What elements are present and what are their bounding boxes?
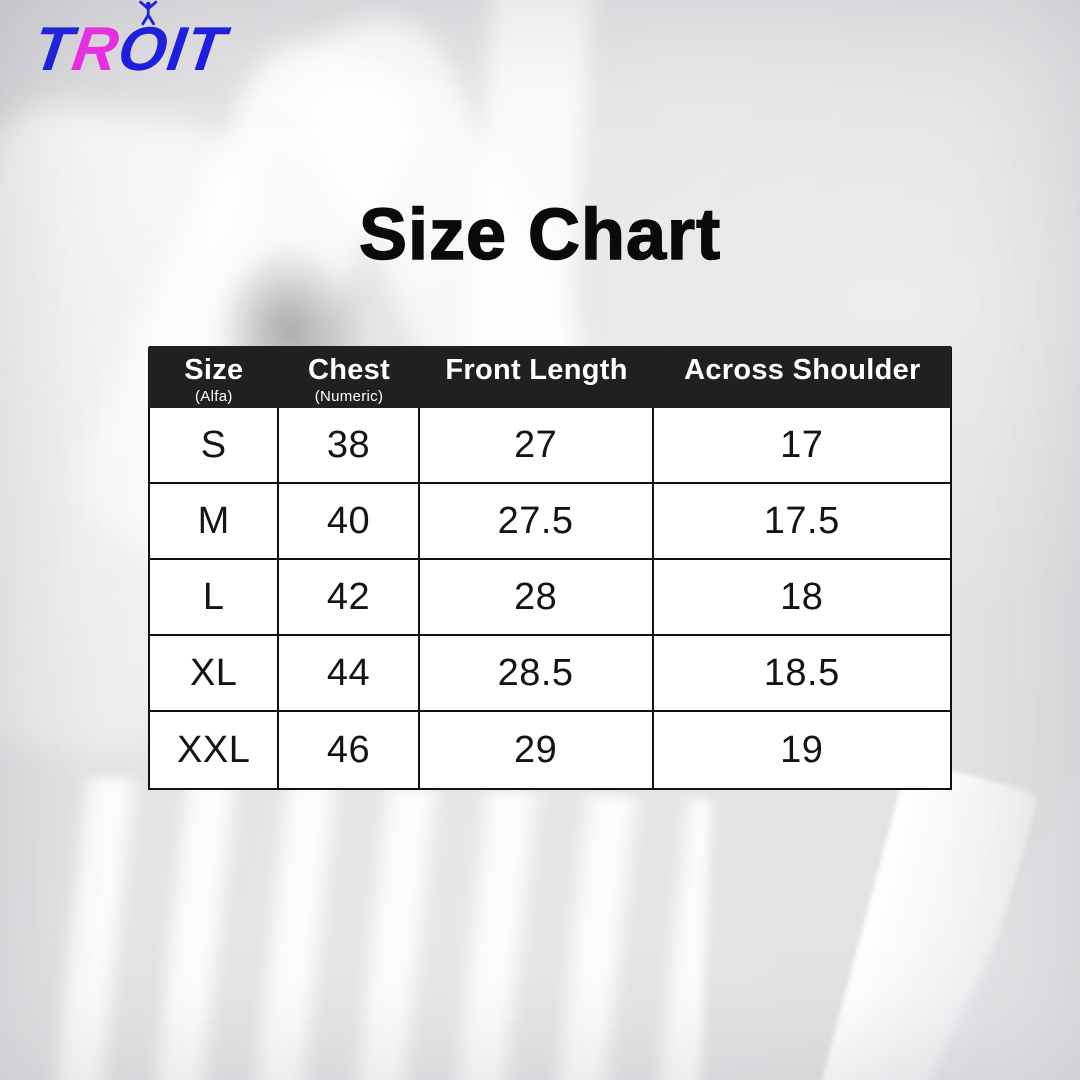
column-header-size: Size (Alfa) — [149, 346, 279, 408]
column-header-front-length: Front Length — [419, 346, 653, 408]
cell-front-length: 29 — [420, 712, 654, 788]
cell-chest: 40 — [279, 484, 420, 558]
cell-size: M — [150, 484, 280, 558]
size-chart-table: Size (Alfa) Chest (Numeric) Front Length… — [148, 346, 952, 790]
column-sublabel: (Alfa) — [195, 387, 233, 405]
cricket-bat-art — [786, 758, 1039, 1080]
cell-across-shoulder: 17.5 — [763, 499, 840, 542]
column-label: Chest — [307, 354, 391, 386]
table-header-row: Size (Alfa) Chest (Numeric) Front Length… — [149, 346, 951, 408]
cell-across-shoulder: 17 — [780, 423, 824, 466]
cell-front-length: 28 — [420, 560, 654, 634]
column-header-chest: Chest (Numeric) — [279, 346, 420, 408]
column-label: Across Shoulder — [684, 354, 921, 386]
cell-across-shoulder: 19 — [780, 728, 824, 771]
cell-front-length: 27.5 — [420, 484, 654, 558]
climber-icon — [139, 0, 158, 26]
cell-chest: 38 — [279, 408, 420, 482]
cell-across-shoulder: 18 — [780, 575, 824, 618]
cell-front-length: 28.5 — [420, 636, 654, 710]
cell-size: XXL — [150, 712, 280, 788]
cell-chest: 46 — [279, 712, 420, 788]
table-row-m: M 40 27.5 17.5 — [150, 484, 950, 560]
page-title: Size Chart — [358, 194, 722, 276]
column-label: Front Length — [445, 354, 628, 386]
pad-ribs-art — [49, 776, 711, 1080]
cell-size: L — [150, 560, 280, 634]
table-row-s: S 38 27 17 — [150, 408, 950, 484]
cell-front-length: 27 — [420, 408, 654, 482]
cell-size: S — [150, 408, 280, 482]
cell-chest: 44 — [279, 636, 420, 710]
logo-letter-o: O — [114, 0, 173, 84]
cell-across-shoulder: 18.5 — [763, 651, 840, 694]
column-sublabel: (Numeric) — [314, 387, 384, 405]
table-row-xxl: XXL 46 29 19 — [150, 712, 950, 788]
table-row-l: L 42 28 18 — [150, 560, 950, 636]
cell-size: XL — [150, 636, 280, 710]
table-row-xl: XL 44 28.5 18.5 — [150, 636, 950, 712]
column-header-across-shoulder: Across Shoulder — [654, 346, 951, 408]
cell-chest: 42 — [279, 560, 420, 634]
column-label: Size — [184, 354, 244, 386]
brand-logo: T R O I T — [29, 0, 230, 84]
cricket-bat-faded-art — [892, 774, 1080, 1080]
